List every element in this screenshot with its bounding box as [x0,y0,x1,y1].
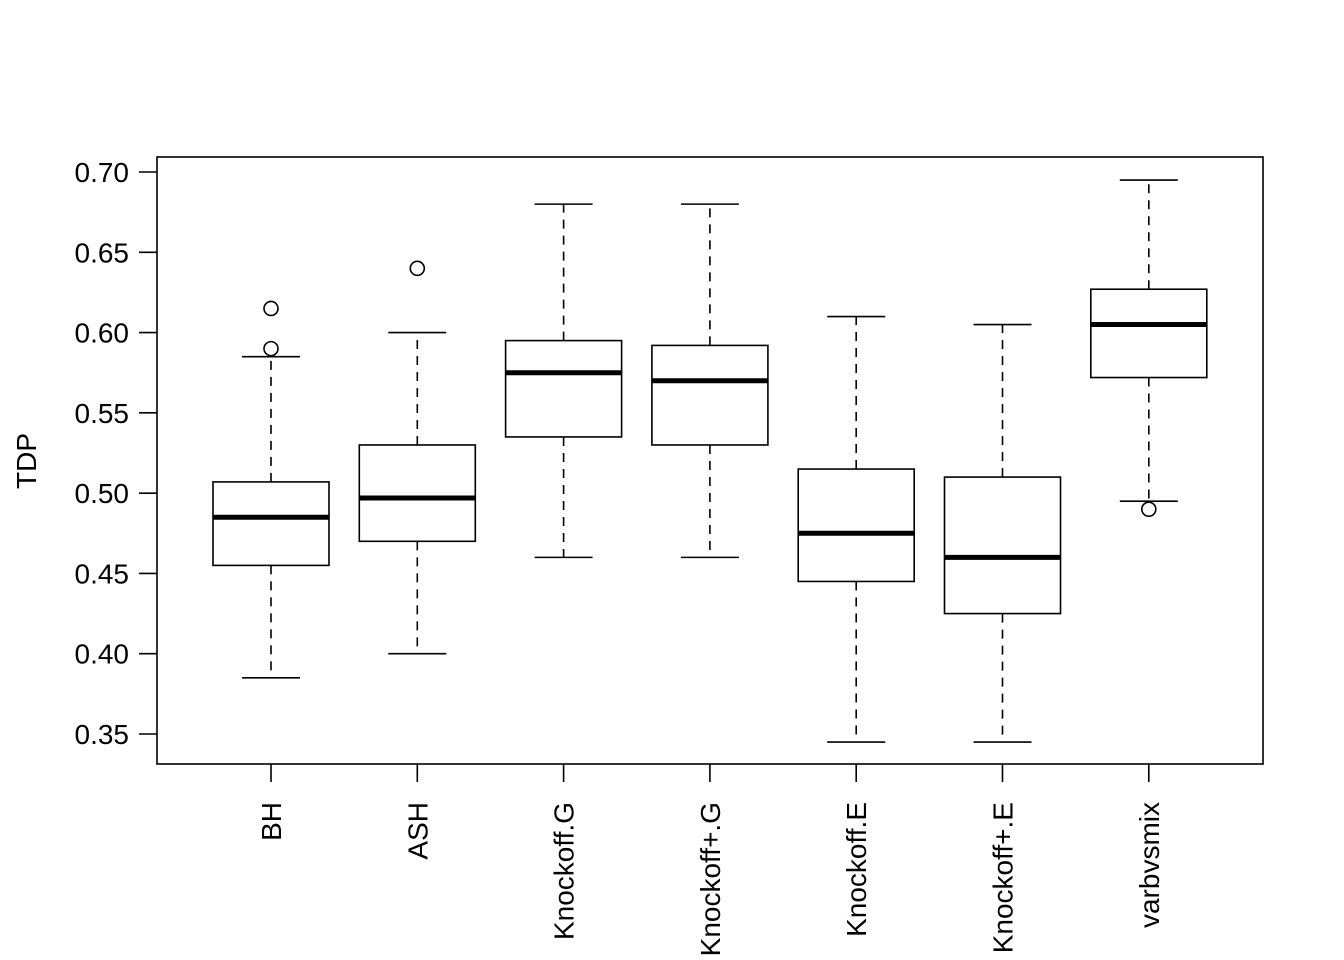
y-tick-label: 0.70 [75,157,130,188]
box-iqr [797,468,916,583]
box-ash [358,260,477,655]
box-iqr [1090,288,1208,379]
box-bh [212,300,330,679]
box-iqr [943,476,1062,615]
y-tick-label: 0.35 [75,719,130,750]
boxes-group [212,179,1208,743]
outlier-point [1141,501,1157,518]
y-axis-title: TDP [11,433,42,489]
box-iqr [358,444,477,543]
y-axis: 0.35 0.40 0.45 0.50 0.55 0.60 0.65 0.70 [75,157,157,750]
y-tick-label: 0.55 [75,398,130,429]
x-axis: BH ASH Knockoff.G Knockoff+.G Knockoff.E Knoc… [256,764,1165,956]
box-knockoff-g [651,203,769,559]
outlier-point [409,260,426,277]
x-tick-label: Knockoff+.G [695,802,726,956]
x-tick-label: BH [256,802,287,841]
x-tick-label: Knockoff+.E [988,802,1019,953]
box-knockoff-e [943,323,1062,743]
x-tick-label: Knockoff.E [841,802,872,937]
x-tick-label: Knockoff.G [549,802,580,940]
y-tick-label: 0.65 [75,237,130,268]
y-tick-label: 0.40 [75,639,130,670]
box-knockoff-e [797,315,916,743]
box-iqr [651,344,769,446]
outlier-point [263,300,279,317]
y-tick-label: 0.45 [75,558,130,589]
x-tick-label: ASH [402,802,433,860]
y-tick-label: 0.50 [75,478,130,509]
box-iqr [504,339,623,438]
outlier-point [263,340,279,357]
x-tick-label: varbvsmix [1134,802,1165,928]
box-knockoff-g [504,203,623,559]
box-varbvsmix [1090,179,1208,518]
box-iqr [212,481,330,567]
y-tick-label: 0.60 [75,318,130,349]
